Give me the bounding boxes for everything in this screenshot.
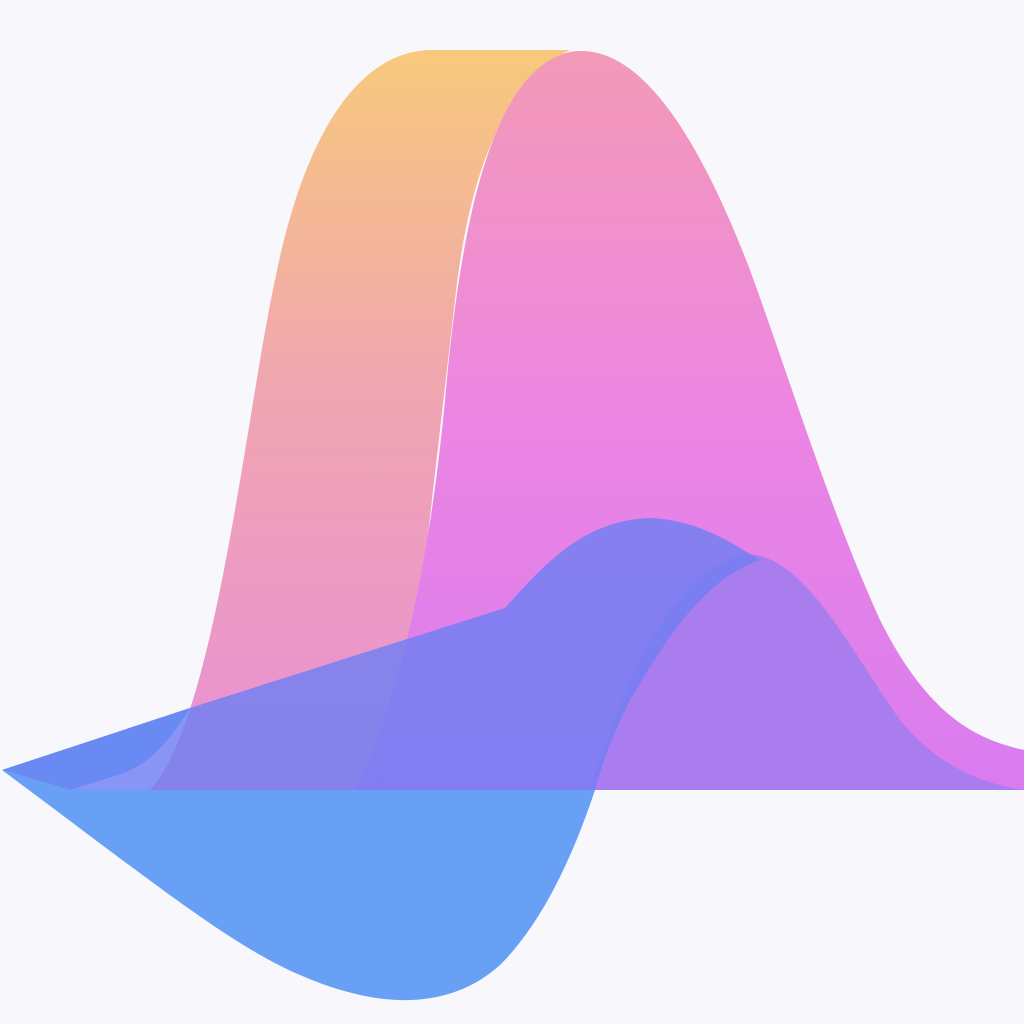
violet-wave-shape	[590, 554, 1024, 790]
blue-wave-shape	[2, 518, 760, 790]
lower-blue-wave-shape	[2, 770, 595, 1001]
warm-peak-shape	[150, 50, 570, 790]
